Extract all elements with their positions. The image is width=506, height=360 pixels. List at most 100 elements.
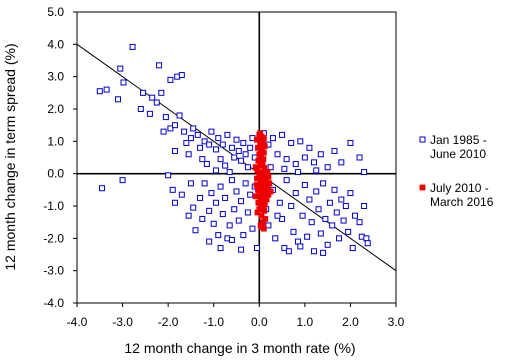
data-point-filled bbox=[261, 207, 268, 214]
data-point-hollow bbox=[349, 245, 356, 252]
data-point-filled bbox=[265, 173, 272, 180]
x-tick-label: 3.0 bbox=[388, 315, 405, 329]
data-point-hollow bbox=[206, 141, 213, 148]
data-point-hollow bbox=[347, 139, 354, 146]
data-point-hollow bbox=[228, 144, 235, 151]
data-point-hollow bbox=[281, 165, 288, 172]
y-axis-title: 12 month change in term spread (%) bbox=[2, 43, 18, 270]
data-point-hollow bbox=[235, 148, 242, 155]
data-point-hollow bbox=[308, 219, 315, 226]
data-point-filled bbox=[257, 130, 264, 137]
data-point-hollow bbox=[338, 196, 345, 203]
data-point-hollow bbox=[329, 222, 336, 229]
data-point-hollow bbox=[242, 151, 249, 158]
data-point-hollow bbox=[317, 230, 324, 237]
data-point-hollow bbox=[238, 246, 245, 253]
data-point-hollow bbox=[219, 211, 226, 218]
data-point-filled bbox=[259, 224, 265, 230]
data-point-hollow bbox=[197, 194, 204, 201]
data-point-hollow bbox=[226, 222, 233, 229]
data-point-hollow bbox=[224, 131, 231, 138]
data-point-hollow bbox=[228, 177, 235, 184]
legend-label: Jan 1985 - bbox=[430, 133, 487, 147]
x-tick-label: 0.0 bbox=[251, 315, 268, 329]
data-point-hollow bbox=[306, 196, 313, 203]
data-point-hollow bbox=[208, 190, 215, 197]
data-point-hollow bbox=[336, 235, 343, 242]
data-point-hollow bbox=[249, 225, 256, 232]
tick-labels: -4.0 -3.0 -2.0 -1.0 0.0 1.0 2.0 3.0 5.0 4.0 3.0 2.0… bbox=[43, 5, 404, 329]
data-point-hollow bbox=[364, 240, 371, 247]
x-tick-label: -2.0 bbox=[158, 315, 179, 329]
data-point-hollow bbox=[228, 236, 235, 243]
data-point-hollow bbox=[212, 146, 219, 153]
x-tick-label: -4.0 bbox=[67, 315, 88, 329]
data-point-hollow bbox=[351, 212, 358, 219]
y-tick-label: 2.0 bbox=[47, 102, 64, 116]
x-tick-label: -1.0 bbox=[203, 315, 224, 329]
data-point-hollow bbox=[119, 177, 126, 184]
data-point-hollow bbox=[222, 162, 229, 169]
data-point-hollow bbox=[242, 180, 249, 187]
data-point-hollow bbox=[201, 138, 208, 145]
data-point-hollow bbox=[345, 228, 352, 235]
data-point-hollow bbox=[333, 209, 340, 216]
data-point-hollow bbox=[99, 185, 106, 192]
data-point-filled bbox=[254, 136, 260, 143]
data-point-hollow bbox=[288, 139, 295, 146]
legend-label: July 2010 - bbox=[430, 181, 489, 195]
data-point-hollow bbox=[212, 199, 219, 206]
data-point-filled bbox=[264, 169, 271, 175]
data-point-hollow bbox=[331, 186, 338, 193]
data-point-hollow bbox=[194, 131, 201, 138]
data-point-hollow bbox=[288, 203, 295, 209]
data-point-hollow bbox=[238, 198, 245, 205]
data-point-hollow bbox=[244, 164, 251, 171]
data-point-hollow bbox=[183, 139, 190, 146]
data-point-filled bbox=[252, 193, 259, 200]
data-point-hollow bbox=[324, 241, 331, 248]
data-point-hollow bbox=[185, 212, 192, 219]
data-point-hollow bbox=[269, 135, 276, 142]
data-point-hollow bbox=[301, 154, 308, 161]
data-point-hollow bbox=[310, 248, 317, 255]
y-tick-label: -4.0 bbox=[43, 296, 64, 310]
data-point-hollow bbox=[162, 114, 169, 121]
data-point-hollow bbox=[156, 62, 163, 69]
data-point-filled bbox=[266, 180, 273, 187]
data-point-hollow bbox=[199, 156, 206, 163]
data-point-hollow bbox=[167, 76, 174, 83]
data-point-hollow bbox=[295, 238, 302, 245]
y-tick-label: -3.0 bbox=[43, 264, 64, 278]
data-point-hollow bbox=[279, 131, 286, 138]
data-point-hollow bbox=[160, 128, 167, 135]
data-point-hollow bbox=[217, 156, 224, 163]
legend-label: June 2010 bbox=[430, 147, 486, 161]
data-point-hollow bbox=[310, 159, 317, 166]
x-tick-label: 1.0 bbox=[297, 315, 314, 329]
data-point-hollow bbox=[274, 212, 281, 219]
data-point-hollow bbox=[222, 194, 229, 201]
data-point-hollow bbox=[201, 180, 208, 187]
data-point-hollow bbox=[231, 154, 238, 161]
data-point-hollow bbox=[187, 135, 194, 142]
data-point-hollow bbox=[356, 219, 363, 226]
data-point-hollow bbox=[238, 157, 245, 164]
data-point-hollow bbox=[317, 151, 324, 158]
data-point-hollow bbox=[276, 199, 283, 206]
data-point-hollow bbox=[254, 245, 261, 252]
data-point-hollow bbox=[171, 122, 178, 129]
x-axis-title: 12 month change in 3 month rate (%) bbox=[124, 340, 355, 356]
x-tick-label: -3.0 bbox=[112, 315, 133, 329]
data-point-hollow bbox=[233, 188, 240, 195]
data-point-hollow bbox=[320, 180, 327, 187]
data-point-hollow bbox=[197, 144, 204, 151]
data-point-hollow bbox=[117, 65, 124, 72]
data-point-hollow bbox=[215, 232, 222, 239]
data-point-hollow bbox=[103, 86, 110, 93]
data-point-hollow bbox=[208, 128, 215, 135]
data-point-hollow bbox=[140, 89, 147, 96]
data-point-hollow bbox=[178, 191, 185, 198]
y-tick-label: 0.0 bbox=[47, 167, 64, 181]
